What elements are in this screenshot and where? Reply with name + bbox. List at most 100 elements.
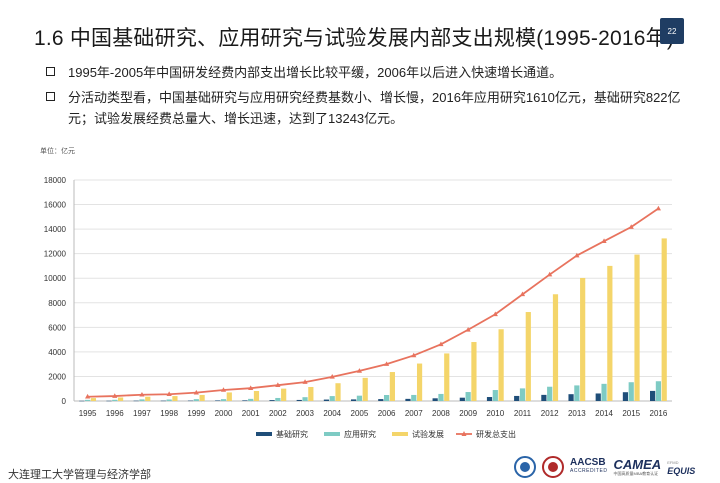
x-tick-label: 2012	[541, 409, 559, 418]
y-tick-label: 18000	[44, 176, 67, 185]
bar-1	[622, 392, 629, 401]
bar-3	[281, 388, 287, 401]
x-tick-label: 1995	[79, 409, 97, 418]
legend-label-1: 基础研究	[276, 429, 308, 439]
bar-1	[296, 399, 302, 401]
x-tick-label: 2000	[215, 409, 233, 418]
page-title: 1.6 中国基础研究、应用研究与试验发展内部支出规模(1995-2016年)	[34, 27, 675, 50]
bar-2	[84, 399, 91, 401]
bar-2	[411, 394, 417, 401]
bar-3	[661, 238, 667, 401]
y-tick-label: 8000	[48, 299, 66, 308]
bar-1	[133, 400, 139, 402]
bar-2	[601, 383, 607, 401]
camea-sub: 中国高质量MBA教育认证	[613, 470, 659, 476]
bar-3	[117, 397, 124, 401]
y-tick-label: 10000	[44, 274, 67, 283]
line-point	[220, 387, 227, 392]
y-tick-label: 12000	[44, 250, 67, 259]
bar-2	[356, 395, 363, 401]
line-point	[601, 238, 607, 243]
bar-1	[160, 400, 166, 402]
aacsb-logo: AACSB ACCREDITED	[570, 458, 608, 476]
x-tick-label: 1997	[133, 409, 151, 418]
y-tick-label: 0	[62, 397, 67, 406]
legend-label-4: 研发总支出	[476, 429, 516, 439]
legend-swatch-3	[392, 432, 408, 436]
bullet-item-2: 分活动类型看，中国基础研究与应用研究经费基数小、增长慢，2016年应用研究161…	[46, 87, 696, 129]
equis-logo: EFMD EQUIS	[667, 459, 695, 476]
bar-3	[471, 342, 477, 401]
bar-2	[655, 381, 662, 401]
bar-3	[444, 353, 450, 401]
bar-3	[525, 312, 531, 401]
x-tick-label: 2005	[351, 409, 369, 418]
y-tick-label: 2000	[48, 372, 66, 381]
bar-3	[335, 383, 341, 401]
x-tick-label: 2002	[269, 409, 287, 418]
line-point	[574, 252, 580, 258]
line-point	[112, 393, 118, 398]
bar-1	[514, 395, 520, 401]
camea-name: CAMEA	[613, 456, 662, 472]
bar-1	[432, 398, 438, 401]
bar-1	[351, 399, 357, 401]
accreditation-logos: AACSB ACCREDITED CAMEA 中国高质量MBA教育认证 EFMD…	[514, 454, 695, 480]
y-tick-label: 6000	[48, 323, 66, 332]
line-point	[655, 205, 662, 211]
bar-1	[405, 398, 411, 401]
bullet-text-1: 1995年-2005年中国研发经费内部支出增长比较平缓，2006年以后进入快速增…	[68, 65, 563, 80]
bar-3	[389, 372, 395, 401]
line-point	[139, 391, 145, 397]
institution-name: 大连理工大学管理与经济学部	[8, 469, 151, 481]
x-tick-label: 2015	[622, 409, 640, 418]
x-tick-label: 1996	[106, 409, 124, 418]
x-tick-label: 2003	[296, 409, 314, 418]
bar-1	[486, 397, 493, 401]
line-point	[329, 374, 335, 379]
bar-1	[378, 399, 384, 401]
x-tick-label: 2006	[378, 409, 396, 418]
bar-3	[145, 396, 151, 401]
bar-2	[547, 386, 553, 401]
bar-1	[323, 399, 330, 401]
checkbox-square-icon	[46, 92, 55, 101]
line-point	[492, 311, 498, 317]
bar-2	[112, 399, 118, 401]
bar-2	[492, 390, 498, 401]
camea-logo: CAMEA 中国高质量MBA教育认证	[614, 458, 662, 477]
x-tick-label: 2008	[432, 409, 450, 418]
bar-1	[568, 394, 574, 401]
bar-1	[541, 394, 547, 401]
bullet-text-2: 分活动类型看，中国基础研究与应用研究经费基数小、增长慢，2016年应用研究161…	[68, 90, 681, 126]
page-number-badge: 22	[660, 18, 684, 44]
line-point	[383, 361, 390, 366]
bullet-list: 1995年-2005年中国研发经费内部支出增长比较平缓，2006年以后进入快速增…	[46, 62, 696, 133]
x-tick-label: 2013	[568, 409, 586, 418]
line-point	[248, 385, 254, 391]
bar-3	[416, 363, 423, 401]
bar-1	[187, 400, 194, 402]
total-line	[87, 207, 659, 398]
bar-3	[552, 294, 559, 401]
bar-3	[607, 265, 613, 401]
legend-label-3: 试验发展	[412, 429, 444, 439]
bar-3	[362, 377, 368, 401]
line-point	[275, 382, 281, 387]
bar-1	[215, 400, 221, 401]
bar-2	[302, 397, 308, 401]
bar-2	[438, 393, 444, 401]
unit-label: 单位：亿元	[40, 146, 75, 155]
bullet-item-1: 1995年-2005年中国研发经费内部支出增长比较平缓，2006年以后进入快速增…	[46, 62, 696, 83]
bar-2	[465, 392, 471, 401]
bar-3	[172, 396, 178, 401]
y-tick-label: 16000	[44, 201, 67, 210]
legend-swatch-2	[324, 432, 340, 436]
bar-2	[329, 396, 335, 401]
bar-2	[383, 395, 390, 401]
bar-1	[459, 397, 465, 401]
bar-2	[220, 399, 227, 401]
y-tick-label: 14000	[44, 225, 67, 234]
aacsb-name: AACSB	[570, 457, 606, 468]
legend-label-2: 应用研究	[344, 429, 376, 439]
